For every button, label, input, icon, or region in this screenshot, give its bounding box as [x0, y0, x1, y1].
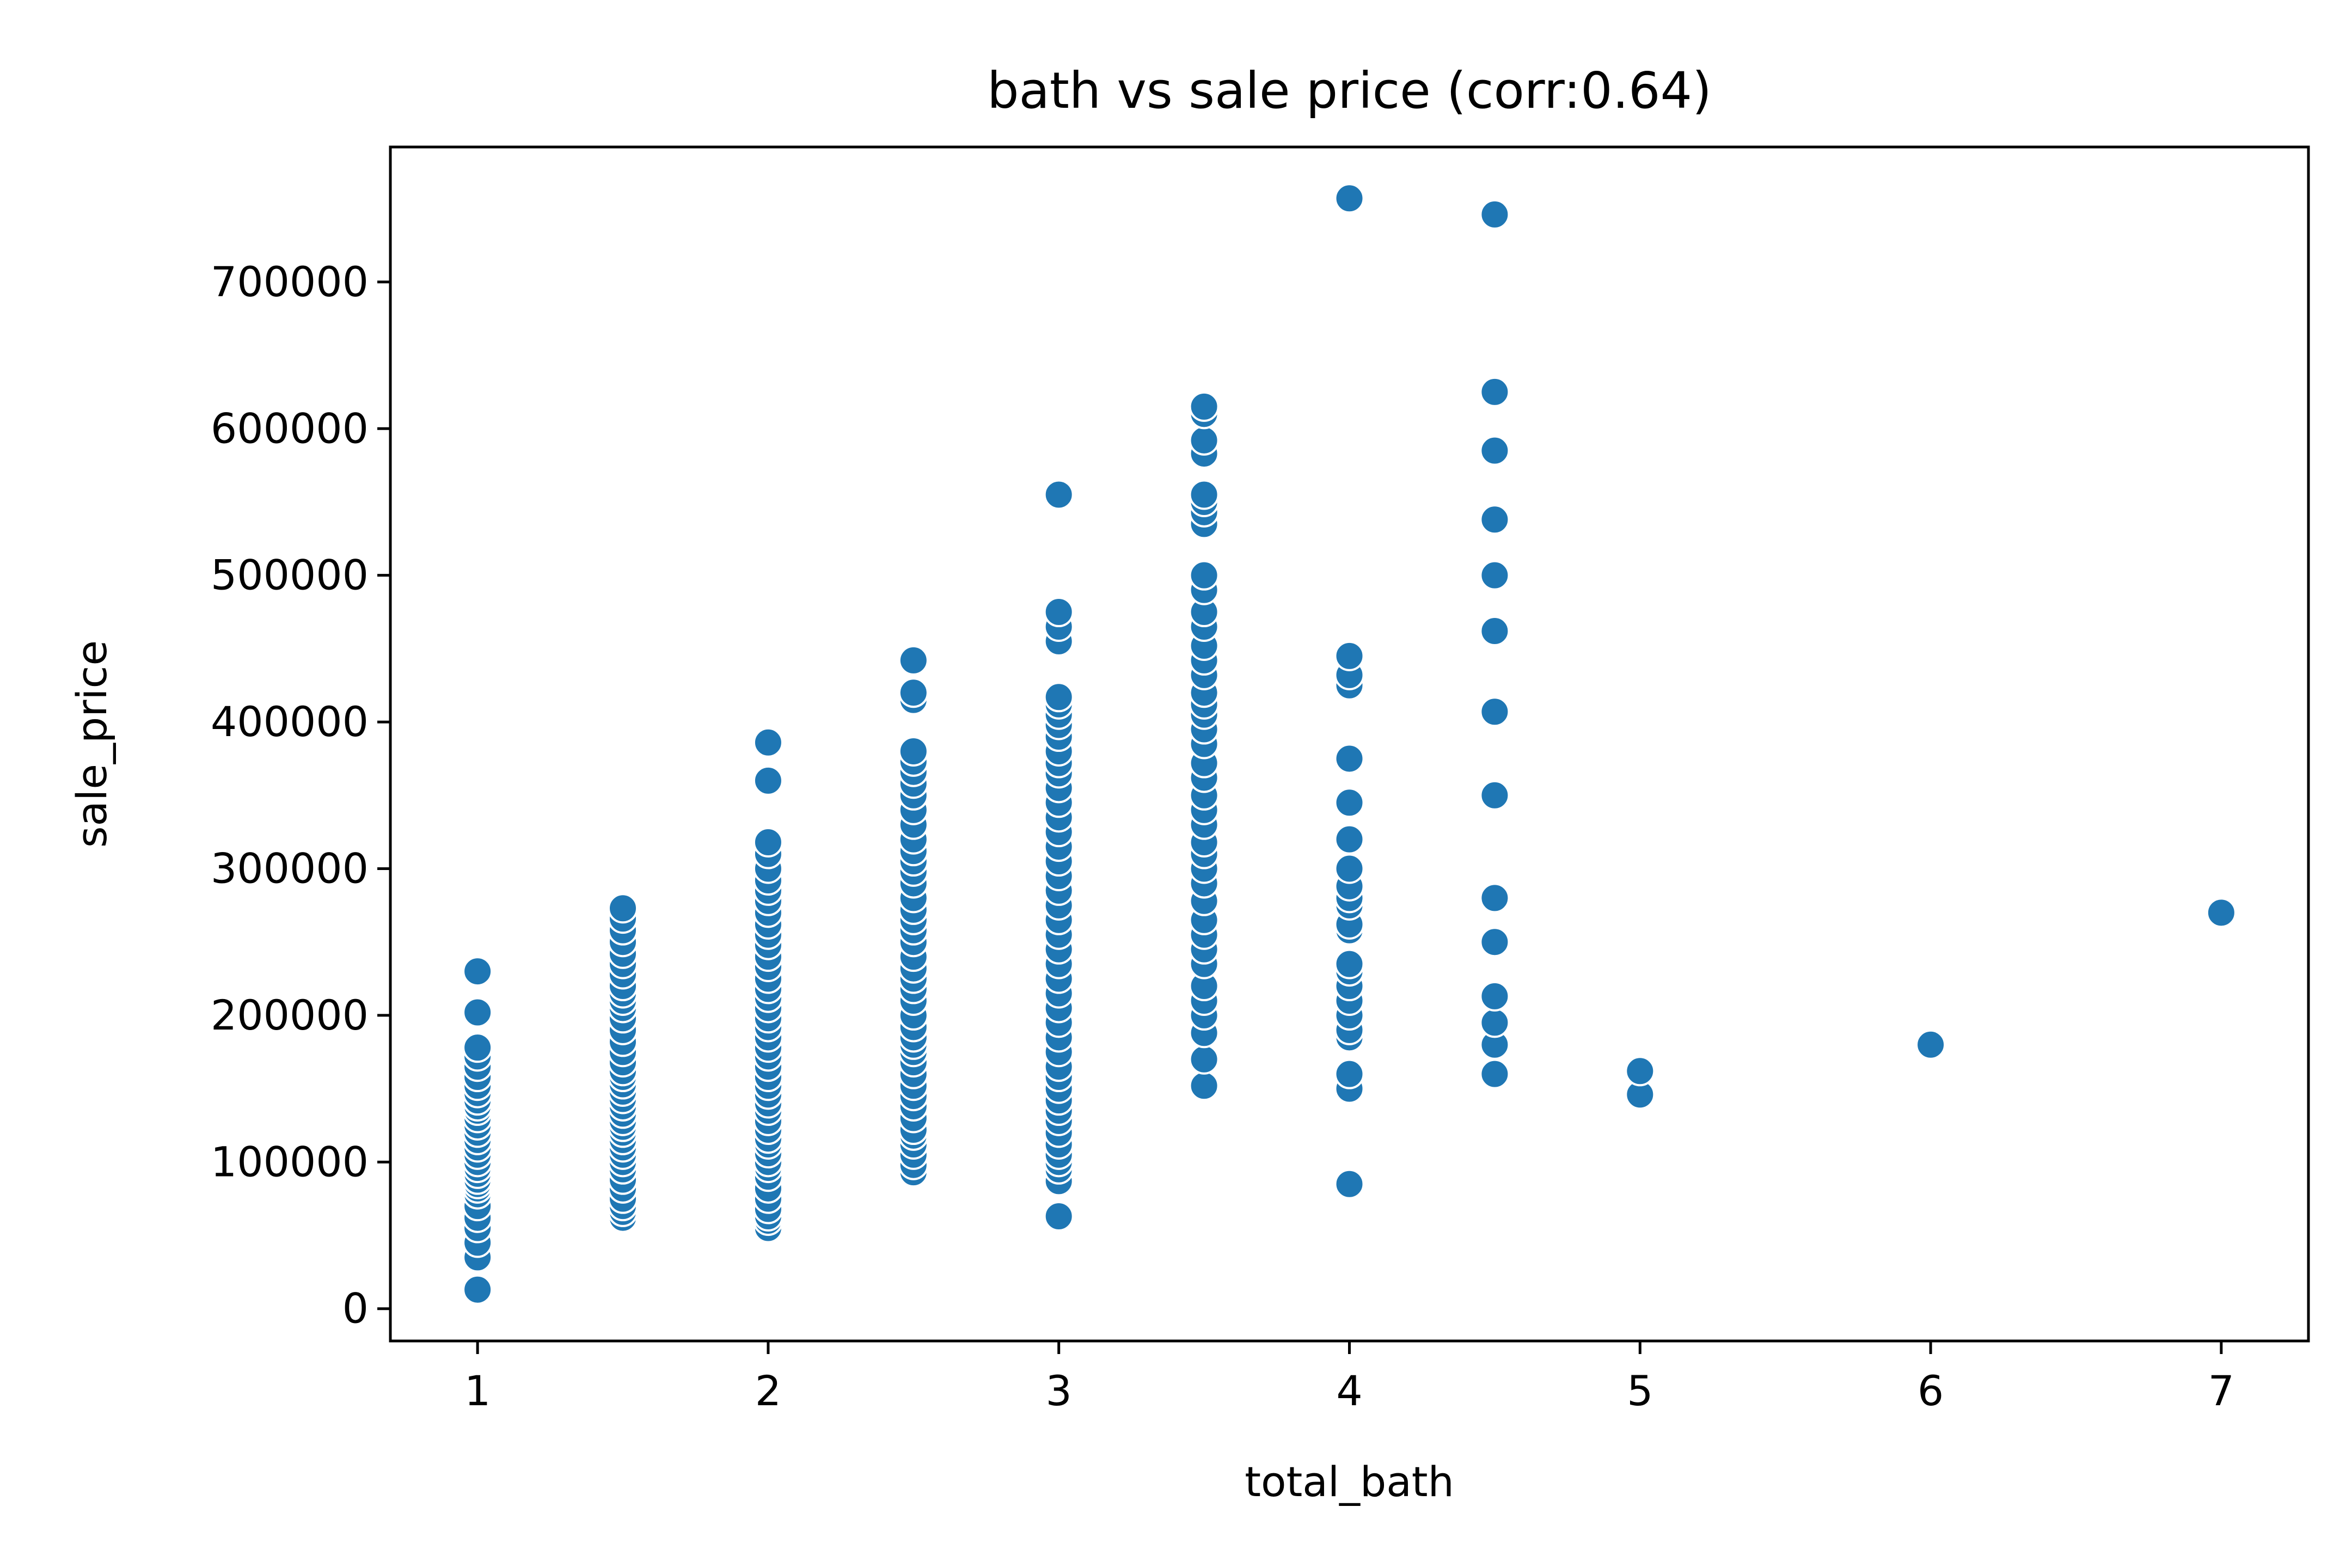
scatter-point: [1334, 948, 1365, 979]
y-axis-label: sale_price: [68, 640, 116, 848]
points-layer: [462, 183, 2237, 1305]
y-tick-label: 500000: [211, 551, 369, 599]
scatter-point: [898, 736, 929, 767]
scatter-point: [1334, 183, 1365, 214]
scatter-point: [1334, 640, 1365, 671]
y-tick-label: 300000: [211, 844, 369, 892]
y-tick-label: 0: [342, 1284, 369, 1333]
scatter-point: [1334, 787, 1365, 818]
x-tick-label: 4: [1336, 1367, 1362, 1415]
scatter-point: [1479, 560, 1510, 591]
y-tick-label: 700000: [211, 258, 369, 306]
scatter-point: [752, 727, 783, 758]
scatter-point: [1334, 1058, 1365, 1089]
x-axis: 1 2 3 4 5 6 7: [464, 1341, 2234, 1415]
scatter-point: [1479, 504, 1510, 535]
scatter-point: [1334, 824, 1365, 855]
scatter-point: [752, 765, 783, 796]
scatter-point: [1479, 1007, 1510, 1038]
scatter-point: [1189, 1044, 1220, 1075]
scatter-point: [1479, 616, 1510, 647]
scatter-point: [2206, 897, 2237, 928]
x-tick-label: 2: [755, 1367, 781, 1415]
scatter-point: [1043, 1201, 1074, 1232]
scatter-point: [1189, 425, 1220, 456]
x-tick-label: 3: [1046, 1367, 1072, 1415]
scatter-point: [1479, 927, 1510, 958]
scatter-point: [752, 827, 783, 858]
scatter-point: [1189, 391, 1220, 422]
scatter-point: [1479, 696, 1510, 727]
y-tick-label: 100000: [211, 1137, 369, 1186]
x-tick-label: 1: [464, 1367, 491, 1415]
scatter-point: [898, 677, 929, 708]
y-tick-label: 200000: [211, 991, 369, 1039]
scatter-point: [1043, 597, 1074, 628]
scatter-point: [1479, 435, 1510, 466]
scatter-point: [1479, 981, 1510, 1012]
y-axis: 0 100000 200000 300000 400000 500000 600000 700…: [211, 258, 390, 1333]
chart-title: bath vs sale price (corr:0.64): [987, 62, 1712, 120]
x-tick-label: 6: [1918, 1367, 1944, 1415]
x-axis-label: total_bath: [1245, 1457, 1454, 1506]
scatter-point: [1479, 1058, 1510, 1089]
scatter-point: [1915, 1029, 1946, 1060]
scatter-point: [1189, 479, 1220, 510]
scatter-point: [1334, 1168, 1365, 1199]
scatter-point: [608, 893, 639, 924]
x-tick-label: 5: [1627, 1367, 1653, 1415]
scatter-point: [1043, 479, 1074, 510]
scatter-point: [1479, 376, 1510, 407]
scatter-point: [462, 1032, 493, 1063]
scatter-point: [1334, 743, 1365, 774]
scatter-point: [462, 1274, 493, 1305]
y-tick-label: 400000: [211, 697, 369, 746]
plot-frame: [389, 145, 2310, 1343]
scatter-point: [1334, 853, 1365, 884]
y-tick-label: 600000: [211, 404, 369, 452]
scatter-point: [1479, 199, 1510, 230]
scatter-point: [1189, 1070, 1220, 1101]
scatter-point: [1189, 560, 1220, 591]
scatter-point: [1625, 1056, 1656, 1087]
scatter-point: [462, 997, 493, 1028]
scatter-point: [462, 956, 493, 987]
scatter-point: [1479, 780, 1510, 811]
scatter-point: [1479, 883, 1510, 914]
scatter-point: [898, 645, 929, 676]
x-tick-label: 7: [2208, 1367, 2234, 1415]
scatter-point: [1043, 682, 1074, 713]
